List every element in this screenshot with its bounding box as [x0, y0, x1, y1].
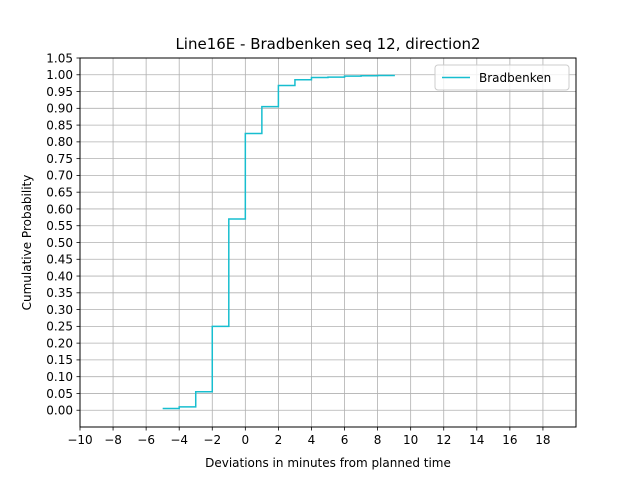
- x-tick-label: −8: [104, 433, 122, 447]
- x-tick-label: 10: [403, 433, 418, 447]
- y-axis: 0.00 0.05 0.10 0.15 0.20 0.25 0.30 0.35 0.40 0.45…: [46, 51, 80, 418]
- y-tick-label: 0.05: [46, 387, 73, 401]
- y-tick-label: 0.75: [46, 152, 73, 166]
- x-tick-label: 0: [242, 433, 250, 447]
- x-tick-label: 16: [502, 433, 517, 447]
- legend-label: Bradbenken: [479, 71, 551, 85]
- series-layer: [162, 74, 395, 410]
- y-tick-label: 0.85: [46, 118, 73, 132]
- y-tick-label: 0.45: [46, 253, 73, 267]
- y-tick-label: 0.70: [46, 169, 73, 183]
- y-tick-label: 0.80: [46, 135, 73, 149]
- y-tick-label: 0.60: [46, 202, 73, 216]
- chart-title: Line16E - Bradbenken seq 12, direction2: [175, 35, 480, 53]
- legend: Bradbenken: [434, 64, 570, 91]
- y-tick-label: 0.30: [46, 303, 73, 317]
- x-tick-label: 8: [374, 433, 382, 447]
- y-tick-label: 0.40: [46, 269, 73, 283]
- y-tick-label: 0.20: [46, 336, 73, 350]
- y-tick-label: 0.15: [46, 353, 73, 367]
- series-line-bradbenken: [162, 74, 395, 410]
- y-axis-label: Cumulative Probability: [20, 175, 34, 311]
- y-tick-label: 1.05: [46, 51, 73, 65]
- x-tick-label: 4: [308, 433, 316, 447]
- x-axis-label: Deviations in minutes from planned time: [205, 456, 451, 470]
- y-tick-label: 0.55: [46, 219, 73, 233]
- x-tick-label: −4: [170, 433, 188, 447]
- y-tick-label: 0.50: [46, 236, 73, 250]
- y-tick-label: 0.95: [46, 85, 73, 99]
- y-tick-label: 0.10: [46, 370, 73, 384]
- y-tick-label: 0.35: [46, 286, 73, 300]
- x-tick-label: 18: [535, 433, 550, 447]
- x-tick-label: 14: [469, 433, 484, 447]
- x-tick-label: −10: [67, 433, 92, 447]
- y-tick-label: 1.00: [46, 68, 73, 82]
- y-tick-label: 0.00: [46, 404, 73, 418]
- x-tick-label: 2: [275, 433, 283, 447]
- y-tick-label: 0.25: [46, 320, 73, 334]
- y-tick-label: 0.65: [46, 185, 73, 199]
- y-tick-label: 0.90: [46, 102, 73, 116]
- x-tick-label: 6: [341, 433, 349, 447]
- x-axis: −10 −8 −6 −4 −2 0 2 4 6 8 10 12 14 16 18: [67, 427, 551, 447]
- x-tick-label: −2: [203, 433, 221, 447]
- legend-box: [434, 64, 570, 91]
- x-tick-label: −6: [137, 433, 155, 447]
- x-tick-label: 12: [436, 433, 451, 447]
